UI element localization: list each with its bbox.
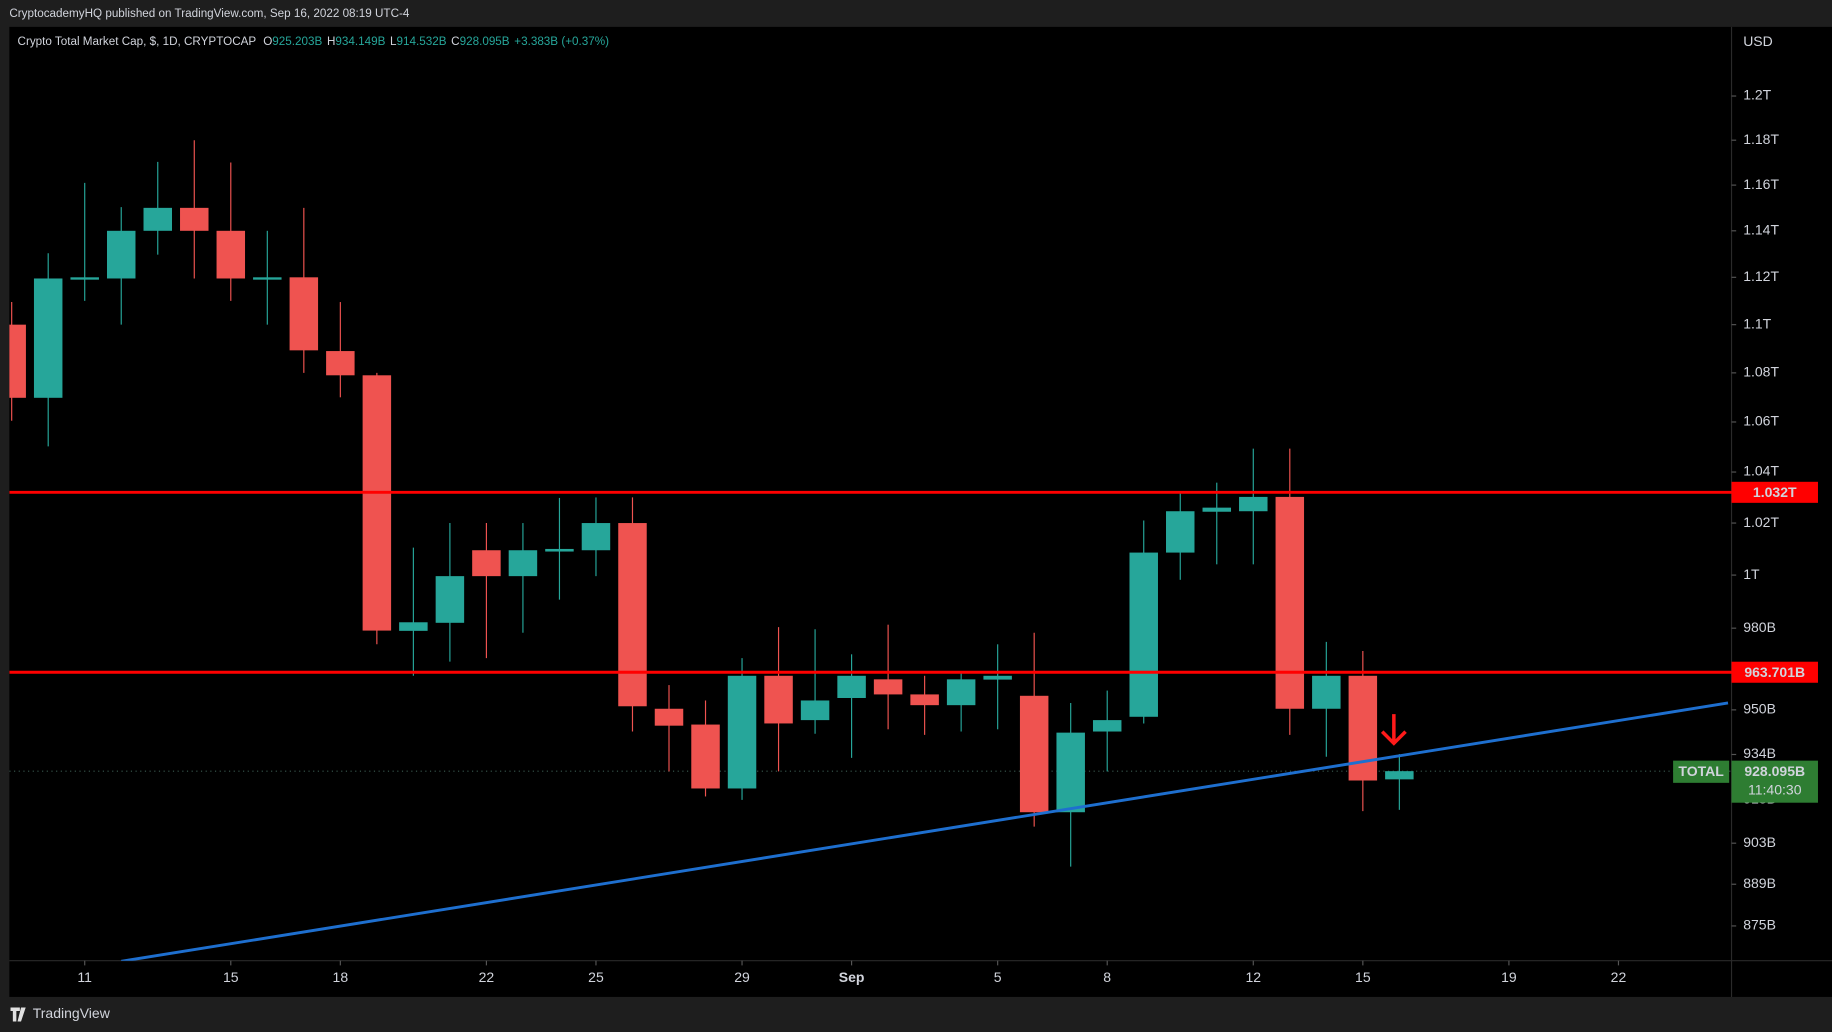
ohlc-key: H — [327, 35, 335, 48]
candle-body — [800, 700, 830, 721]
level-label-box — [1731, 661, 1818, 683]
ohlc-key: O — [263, 35, 272, 48]
y-tick-label: 1.12T — [1743, 268, 1779, 284]
x-tick-label: 11 — [77, 969, 92, 985]
candle-body — [1385, 771, 1414, 780]
candle-body — [910, 694, 939, 706]
y-tick-label: 950B — [1743, 701, 1776, 717]
x-tick-label: 22 — [1611, 969, 1627, 985]
ohlc-value: 925.203B — [272, 35, 322, 48]
candle-body — [618, 523, 647, 707]
x-tick-label: 22 — [479, 969, 495, 985]
plot — [9, 140, 1732, 961]
candle-body — [180, 207, 209, 231]
y-tick-label: 1.2T — [1743, 87, 1771, 103]
candle-body — [362, 375, 392, 631]
y-tick-label: 903B — [1743, 834, 1776, 850]
candle-body — [983, 675, 1012, 680]
ohlc-value: 928.095B — [460, 35, 510, 48]
candle-body — [837, 675, 866, 698]
y-tick-label: 875B — [1743, 917, 1776, 933]
y-tick-label: 1.16T — [1743, 176, 1779, 192]
level-label: 963.701B — [1744, 664, 1805, 680]
candle-body — [253, 277, 282, 280]
candle-body — [1348, 675, 1378, 781]
logo — [10, 1007, 26, 1022]
y-tick-label: 889B — [1743, 875, 1776, 891]
y-tick-label: 1.04T — [1743, 463, 1779, 479]
legend: Crypto Total Market Cap, $, 1D, CRYPTOCA… — [18, 35, 610, 48]
chart-title: Crypto Total Market Cap, $, 1D, CRYPTOCA… — [18, 35, 257, 48]
x-tick-label: Sep — [839, 969, 865, 985]
x-tick-label: 8 — [1103, 969, 1111, 985]
candle-body — [399, 622, 428, 631]
last-price-label: 928.095B — [1744, 763, 1805, 779]
candle-body — [1202, 507, 1232, 512]
ohlc-value: 914.532B — [397, 35, 447, 48]
y-tick-label: 1.14T — [1743, 222, 1779, 238]
x-tick-label: 19 — [1501, 969, 1517, 985]
candle-body — [508, 550, 538, 577]
candle-body — [1312, 675, 1341, 709]
candle-body — [435, 576, 465, 623]
ohlc-value: 934.149B — [335, 35, 385, 48]
candle-body — [326, 351, 355, 376]
x-tick-label: 18 — [333, 969, 349, 985]
publish-header: CryptocademyHQ published on TradingView.… — [9, 7, 410, 20]
x-tick-label: 29 — [734, 969, 750, 985]
last-price-name: TOTAL — [1678, 763, 1724, 779]
y-tick-label: 980B — [1743, 619, 1776, 635]
candle-body — [1019, 695, 1049, 813]
down-arrow — [1380, 714, 1407, 746]
countdown: 11:40:30 — [1748, 782, 1802, 798]
trend-line — [121, 701, 1729, 961]
x-tick-label: 5 — [994, 969, 1002, 985]
candle-body — [946, 679, 976, 706]
last-price-name-box — [1673, 760, 1730, 783]
candle-body — [1056, 732, 1085, 813]
x-tick-label: 15 — [1355, 969, 1371, 985]
y-tick-label: 1.08T — [1743, 364, 1779, 380]
candle-body — [873, 679, 903, 695]
y-tick-label: 1.02T — [1743, 514, 1779, 530]
footer-brand: TradingView — [33, 1005, 111, 1021]
candle-body — [764, 675, 793, 724]
currency-label: USD — [1743, 33, 1773, 49]
change: +3.383B (+0.37%) — [514, 35, 609, 48]
candle-body — [727, 675, 757, 789]
ohlc-key: C — [451, 35, 459, 48]
candle-body — [1275, 496, 1305, 709]
candle-body — [545, 548, 574, 552]
y-tick-label: 1.06T — [1743, 413, 1779, 429]
ohlc-key: L — [390, 35, 397, 48]
candle-body — [70, 277, 99, 280]
y-tick-label: 934B — [1743, 745, 1776, 761]
y-tick-label: 1T — [1743, 566, 1760, 582]
candle-body — [581, 523, 611, 551]
x-tick-label: 15 — [223, 969, 239, 985]
candle-body — [143, 207, 172, 231]
y-tick-label: 1.18T — [1743, 131, 1779, 147]
candle-body — [106, 230, 136, 279]
candle-body — [9, 324, 26, 398]
level-label-box — [1731, 481, 1818, 503]
candle-body — [33, 278, 63, 398]
candle-body — [472, 550, 501, 577]
last-price-box — [1731, 760, 1818, 803]
x-tick-label: 25 — [588, 969, 604, 985]
candle-body — [289, 277, 319, 351]
level-label: 1.032T — [1753, 484, 1797, 500]
candle-body — [1092, 720, 1122, 732]
candle-body — [216, 230, 246, 279]
x-tick-label: 12 — [1245, 969, 1261, 985]
candle-body — [1129, 552, 1158, 717]
y-tick-label: 1.1T — [1743, 315, 1771, 331]
candle-body — [654, 708, 684, 726]
plot-background — [9, 26, 1832, 997]
candle-body — [1239, 496, 1268, 512]
candle-body — [1166, 511, 1195, 553]
candle-body — [691, 724, 720, 789]
